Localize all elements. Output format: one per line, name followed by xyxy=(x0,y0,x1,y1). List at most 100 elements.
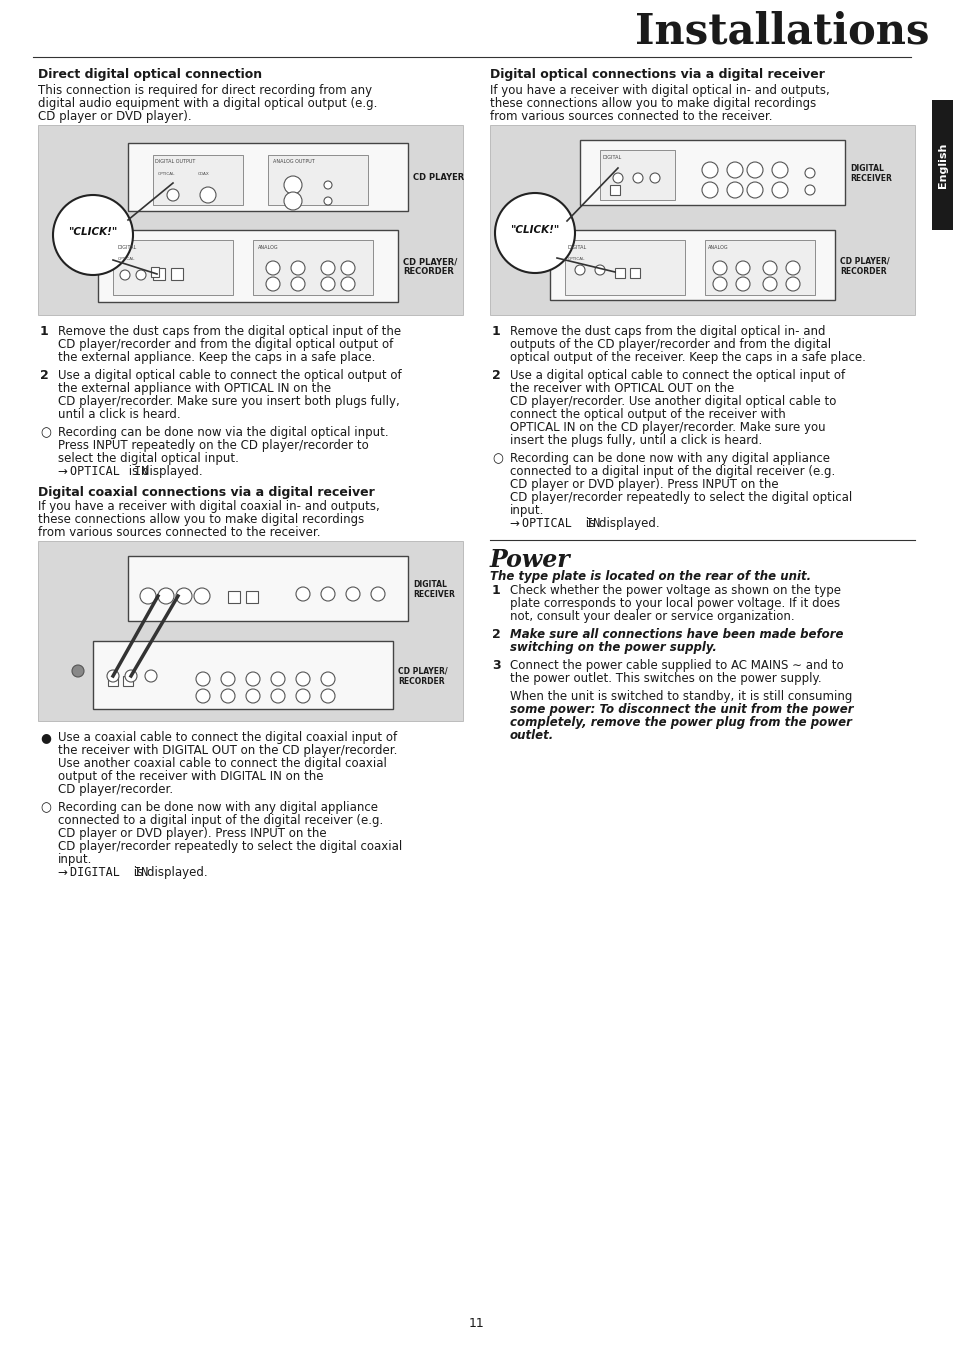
Text: the power outlet. This switches on the power supply.: the power outlet. This switches on the p… xyxy=(510,672,821,685)
Text: 1: 1 xyxy=(492,325,500,339)
Text: ANALOG: ANALOG xyxy=(257,246,278,250)
Circle shape xyxy=(762,277,776,291)
Circle shape xyxy=(324,197,332,205)
Circle shape xyxy=(266,260,280,275)
Text: ○: ○ xyxy=(492,452,502,465)
Bar xyxy=(564,240,684,295)
Text: input.: input. xyxy=(510,505,544,517)
Circle shape xyxy=(804,169,814,178)
Circle shape xyxy=(140,588,156,604)
Text: Use a coaxial cable to connect the digital coaxial input of: Use a coaxial cable to connect the digit… xyxy=(58,731,396,745)
Text: ●: ● xyxy=(40,731,51,745)
Circle shape xyxy=(746,162,762,178)
Bar xyxy=(128,556,408,621)
Circle shape xyxy=(771,162,787,178)
Bar xyxy=(246,591,257,603)
Text: CD player/recorder and from the digital optical output of: CD player/recorder and from the digital … xyxy=(58,339,393,351)
Circle shape xyxy=(804,185,814,196)
Text: Connect the power cable supplied to AC MAINS ∼ and to: Connect the power cable supplied to AC M… xyxy=(510,660,842,672)
Text: connect the optical output of the receiver with: connect the optical output of the receiv… xyxy=(510,407,785,421)
Text: these connections allow you to make digital recordings: these connections allow you to make digi… xyxy=(38,513,364,526)
Bar xyxy=(152,155,243,205)
Text: DIGITAL: DIGITAL xyxy=(567,246,587,250)
Text: Recording can be done now via the digital optical input.: Recording can be done now via the digita… xyxy=(58,426,388,438)
Text: from various sources connected to the receiver.: from various sources connected to the re… xyxy=(38,526,320,540)
Text: 11: 11 xyxy=(469,1317,484,1330)
Circle shape xyxy=(649,173,659,183)
Text: Recording can be done now with any digital appliance: Recording can be done now with any digit… xyxy=(58,801,377,813)
Text: from various sources connected to the receiver.: from various sources connected to the re… xyxy=(490,111,772,123)
Circle shape xyxy=(246,672,260,687)
Text: DIGITAL: DIGITAL xyxy=(849,165,882,173)
Text: This connection is required for direct recording from any: This connection is required for direct r… xyxy=(38,84,372,97)
Text: CD PLAYER/: CD PLAYER/ xyxy=(397,666,447,676)
Circle shape xyxy=(771,182,787,198)
Circle shape xyxy=(221,689,234,703)
Circle shape xyxy=(284,192,302,210)
Text: CD PLAYER/: CD PLAYER/ xyxy=(402,258,456,267)
Bar xyxy=(253,240,373,295)
Circle shape xyxy=(371,587,385,602)
Circle shape xyxy=(785,260,800,275)
Bar xyxy=(579,140,844,205)
Text: DIGITAL: DIGITAL xyxy=(413,580,446,590)
Circle shape xyxy=(175,588,192,604)
Circle shape xyxy=(246,689,260,703)
Circle shape xyxy=(340,277,355,291)
Circle shape xyxy=(193,588,210,604)
Text: outlet.: outlet. xyxy=(510,728,554,742)
Bar xyxy=(629,268,639,278)
Bar xyxy=(38,541,462,720)
Text: ANALOG OUTPUT: ANALOG OUTPUT xyxy=(273,159,314,165)
Text: ANALOG: ANALOG xyxy=(707,246,728,250)
Bar xyxy=(92,641,393,710)
Text: OPTICAL: OPTICAL xyxy=(118,258,135,260)
Bar xyxy=(615,268,624,278)
Text: If you have a receiver with digital coaxial in- and outputs,: If you have a receiver with digital coax… xyxy=(38,500,379,513)
Circle shape xyxy=(735,260,749,275)
Text: OPTICAL  IN: OPTICAL IN xyxy=(70,465,149,478)
Text: Use another coaxial cable to connect the digital coaxial: Use another coaxial cable to connect the… xyxy=(58,757,387,770)
Text: CD PLAYER/: CD PLAYER/ xyxy=(840,256,889,266)
Circle shape xyxy=(633,173,642,183)
Text: CD player/recorder repeatedly to select the digital optical: CD player/recorder repeatedly to select … xyxy=(510,491,851,505)
Bar xyxy=(931,100,953,229)
Text: ○: ○ xyxy=(40,801,51,813)
Text: Use a digital optical cable to connect the optical output of: Use a digital optical cable to connect t… xyxy=(58,370,401,382)
Text: Press INPUT repeatedly on the CD player/recorder to: Press INPUT repeatedly on the CD player/… xyxy=(58,438,369,452)
Text: RECEIVER: RECEIVER xyxy=(849,174,891,183)
Circle shape xyxy=(726,182,742,198)
Circle shape xyxy=(595,264,604,275)
Text: RECORDER: RECORDER xyxy=(840,267,885,275)
Circle shape xyxy=(762,260,776,275)
Text: DIGITAL OUTPUT: DIGITAL OUTPUT xyxy=(154,159,195,165)
Circle shape xyxy=(320,587,335,602)
Circle shape xyxy=(271,689,285,703)
Circle shape xyxy=(320,277,335,291)
Bar xyxy=(490,125,914,316)
Circle shape xyxy=(221,672,234,687)
Text: is displayed.: is displayed. xyxy=(130,866,208,880)
Text: CD player/recorder.: CD player/recorder. xyxy=(58,782,172,796)
Circle shape xyxy=(726,162,742,178)
Text: Remove the dust caps from the digital optical input of the: Remove the dust caps from the digital op… xyxy=(58,325,400,339)
Text: Use a digital optical cable to connect the optical input of: Use a digital optical cable to connect t… xyxy=(510,370,844,382)
Circle shape xyxy=(200,188,215,202)
Text: outputs of the CD player/recorder and from the digital: outputs of the CD player/recorder and fr… xyxy=(510,339,830,351)
Text: CD player/recorder. Use another digital optical cable to: CD player/recorder. Use another digital … xyxy=(510,395,836,407)
Text: 3: 3 xyxy=(492,660,500,672)
Text: output of the receiver with DIGITAL IN on the: output of the receiver with DIGITAL IN o… xyxy=(58,770,323,782)
Text: COAX: COAX xyxy=(198,173,210,175)
Circle shape xyxy=(291,260,305,275)
Text: is displayed.: is displayed. xyxy=(581,517,659,530)
Circle shape xyxy=(284,175,302,194)
Circle shape xyxy=(295,587,310,602)
Text: completely, remove the power plug from the power: completely, remove the power plug from t… xyxy=(510,716,851,728)
Circle shape xyxy=(613,173,622,183)
Text: Remove the dust caps from the digital optical in- and: Remove the dust caps from the digital op… xyxy=(510,325,824,339)
Text: input.: input. xyxy=(58,853,92,866)
Bar xyxy=(123,676,132,687)
Circle shape xyxy=(701,162,718,178)
Text: switching on the power supply.: switching on the power supply. xyxy=(510,641,716,654)
Text: Check whether the power voltage as shown on the type: Check whether the power voltage as shown… xyxy=(510,584,841,598)
